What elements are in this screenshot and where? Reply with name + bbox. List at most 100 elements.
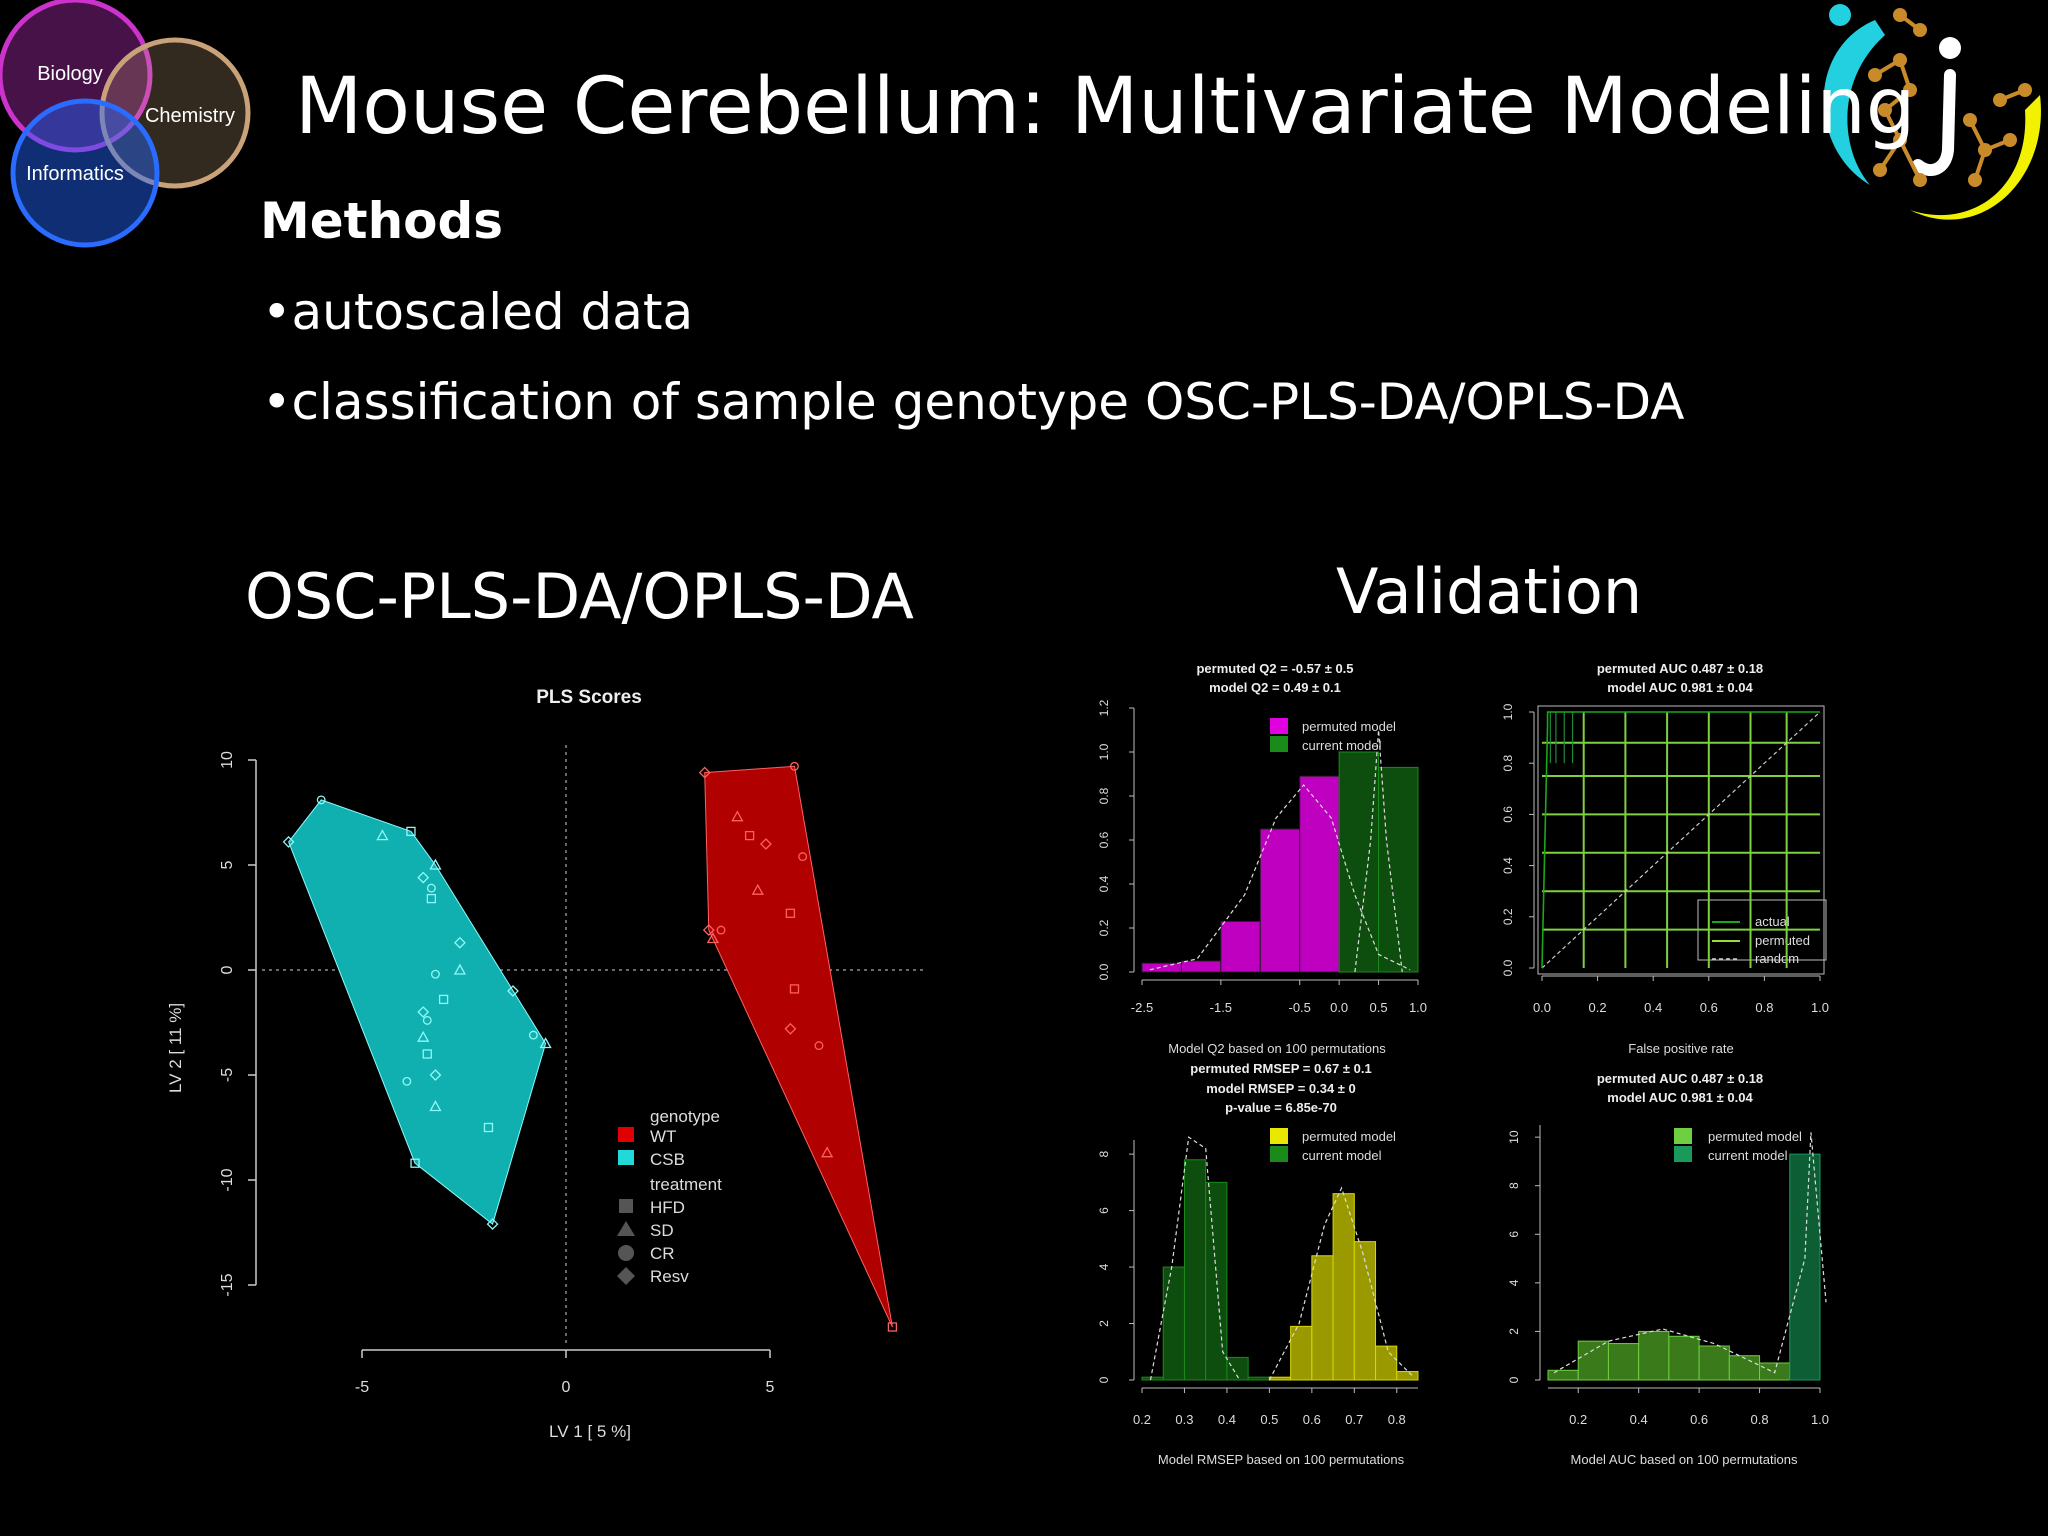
yellow-crescent-shape [1910,95,2041,220]
data-point [429,858,442,870]
roc-plot: 0.0 0.2 0.4 0.6 0.8 1.0 0.0 0.2 0.4 0.6 0.8 1.0 [1501,703,1829,1015]
rmsep-permuted-curve [1268,1186,1415,1381]
bullet-text: autoscaled data [291,283,694,341]
q2-xtick-label: -0.5 [1289,1000,1311,1015]
auc-legend-permuted: permuted model [1708,1129,1802,1144]
scores-title: PLS Scores [536,687,642,708]
cyan-dot [1829,4,1851,26]
rmsep-legend-permuted: permuted model [1302,1129,1396,1144]
rmsep-xlabel: Model RMSEP based on 100 permutations [1158,1452,1405,1467]
rmsep-xtick-label: 0.7 [1345,1412,1363,1427]
ytick-label: 0 [219,965,236,974]
q2-bar-permuted [1180,960,1222,973]
ytick-label: 10 [219,751,236,769]
q2-xlabel: Model Q2 based on 100 permutations [1168,1041,1386,1056]
data-point [453,963,467,975]
q2-ytick-label: 1.2 [1097,699,1111,716]
white-stroke [1912,69,1956,176]
auc-bar-permuted [1728,1355,1761,1381]
rmsep-bar-permuted [1353,1241,1377,1381]
scores-ylabel: LV 2 [ 11 %] [166,1003,185,1093]
auc-title-line2: model AUC 0.981 ± 0.04 [1607,1090,1753,1105]
chemistry-label: Chemistry [145,105,235,127]
rmsep-xtick-label: 0.6 [1303,1412,1321,1427]
biology-label: Biology [37,63,103,85]
auc-legend-swatch-permuted [1674,1128,1692,1144]
rmsep-histogram: 0.2 0.3 0.4 0.5 0.6 0.7 0.8 0 2 4 6 8 [1097,1136,1419,1427]
roc-ytick-label: 0.0 [1501,959,1515,976]
bullet-text: classification of sample genotype OSC-PL… [291,373,1685,431]
auc-ytick-label: 0 [1507,1376,1521,1383]
ytick-label: 5 [219,860,236,869]
data-point [454,936,466,949]
q2-ytick-label: 0.0 [1097,963,1111,980]
q2-xtick-label: 0.5 [1370,1000,1388,1015]
data-point [784,1022,797,1035]
auc-bar-permuted [1577,1340,1609,1381]
auc-bar-permuted [1607,1343,1640,1381]
rmsep-bar-permuted [1268,1376,1292,1381]
q2-histogram: -2.5 -1.5 -0.5 0.0 0.5 1.0 0.0 0.2 0.4 0.6 0.8 1.0 1… [1097,699,1427,1015]
rmsep-ytick-label: 4 [1097,1263,1111,1270]
q2-ytick-label: 0.2 [1097,919,1111,936]
legend-square-icon [619,1199,633,1213]
q2-bar-permuted [1141,962,1182,973]
legend-title-genotype: genotype [650,1107,720,1126]
rmsep-xtick-label: 0.2 [1133,1412,1151,1427]
roc-xtick-label: 1.0 [1811,1000,1829,1015]
legend-diamond-icon [617,1267,635,1285]
rmsep-bar-current [1247,1376,1270,1381]
legend-label-resv: Resv [650,1267,689,1286]
slide-title: Mouse Cerebellum: Multivariate Modeling [295,62,1916,152]
rmsep-bar-permuted [1311,1255,1334,1381]
rmsep-legend-current: current model [1302,1148,1382,1163]
molecule-icon [1868,8,2032,187]
biology-circle [0,0,153,153]
auc-ytick-label: 10 [1507,1130,1521,1144]
informatics-label: Informatics [26,163,124,185]
auc-legend-swatch-current [1674,1146,1692,1162]
data-point [528,1030,538,1040]
rmsep-ytick-label: 8 [1097,1150,1111,1157]
q2-bar-permuted [1259,828,1301,973]
rmsep-bar-permuted [1332,1193,1355,1381]
data-point [417,871,430,884]
scores-xtick-labels: -5 0 5 [355,1379,775,1396]
rmsep-bar-current [1141,1376,1164,1381]
data-point [698,766,711,779]
methods-heading: Methods [260,192,504,250]
auc-xtick-label: 0.2 [1569,1412,1587,1427]
auc-xtick-label: 0.6 [1690,1412,1708,1427]
auc-ytick-label: 6 [1507,1231,1521,1238]
data-point [426,893,437,904]
data-point [744,830,755,841]
data-point [406,826,416,837]
data-point [429,1100,442,1112]
legend-swatch-wt [618,1127,634,1142]
xtick-label: 5 [766,1379,775,1396]
rmsep-xtick-label: 0.4 [1218,1412,1236,1427]
data-point [438,994,449,1005]
auc-xtick-label: 0.8 [1751,1412,1769,1427]
auc-xtick-label: 1.0 [1811,1412,1829,1427]
ytick-label: -10 [219,1168,236,1191]
q2-xtick-label: -2.5 [1131,1000,1153,1015]
data-point [402,1076,412,1086]
ytick-label: -15 [219,1273,236,1296]
q2-title-line2: model Q2 = 0.49 ± 0.1 [1209,680,1341,695]
q2-xtick-label: -1.5 [1210,1000,1232,1015]
roc-xtick-label: 0.0 [1533,1000,1551,1015]
roc-legend-actual: actual [1755,914,1790,929]
legend-label-csb: CSB [650,1150,685,1169]
bullet-item: •classification of sample genotype OSC-P… [262,373,1684,431]
data-point [706,932,719,944]
rmsep-ytick-label: 0 [1097,1376,1111,1383]
cyan-crescent-shape [1823,20,1885,185]
rmsep-bar-current [1183,1159,1207,1381]
scores-legend: genotype WT CSB treatment HFD SD CR Resv [617,1107,722,1286]
data-point [507,985,519,997]
data-point [316,795,326,805]
data-point [422,1015,432,1025]
rmsep-bar-current [1162,1266,1185,1381]
roc-xtick-label: 0.6 [1700,1000,1718,1015]
